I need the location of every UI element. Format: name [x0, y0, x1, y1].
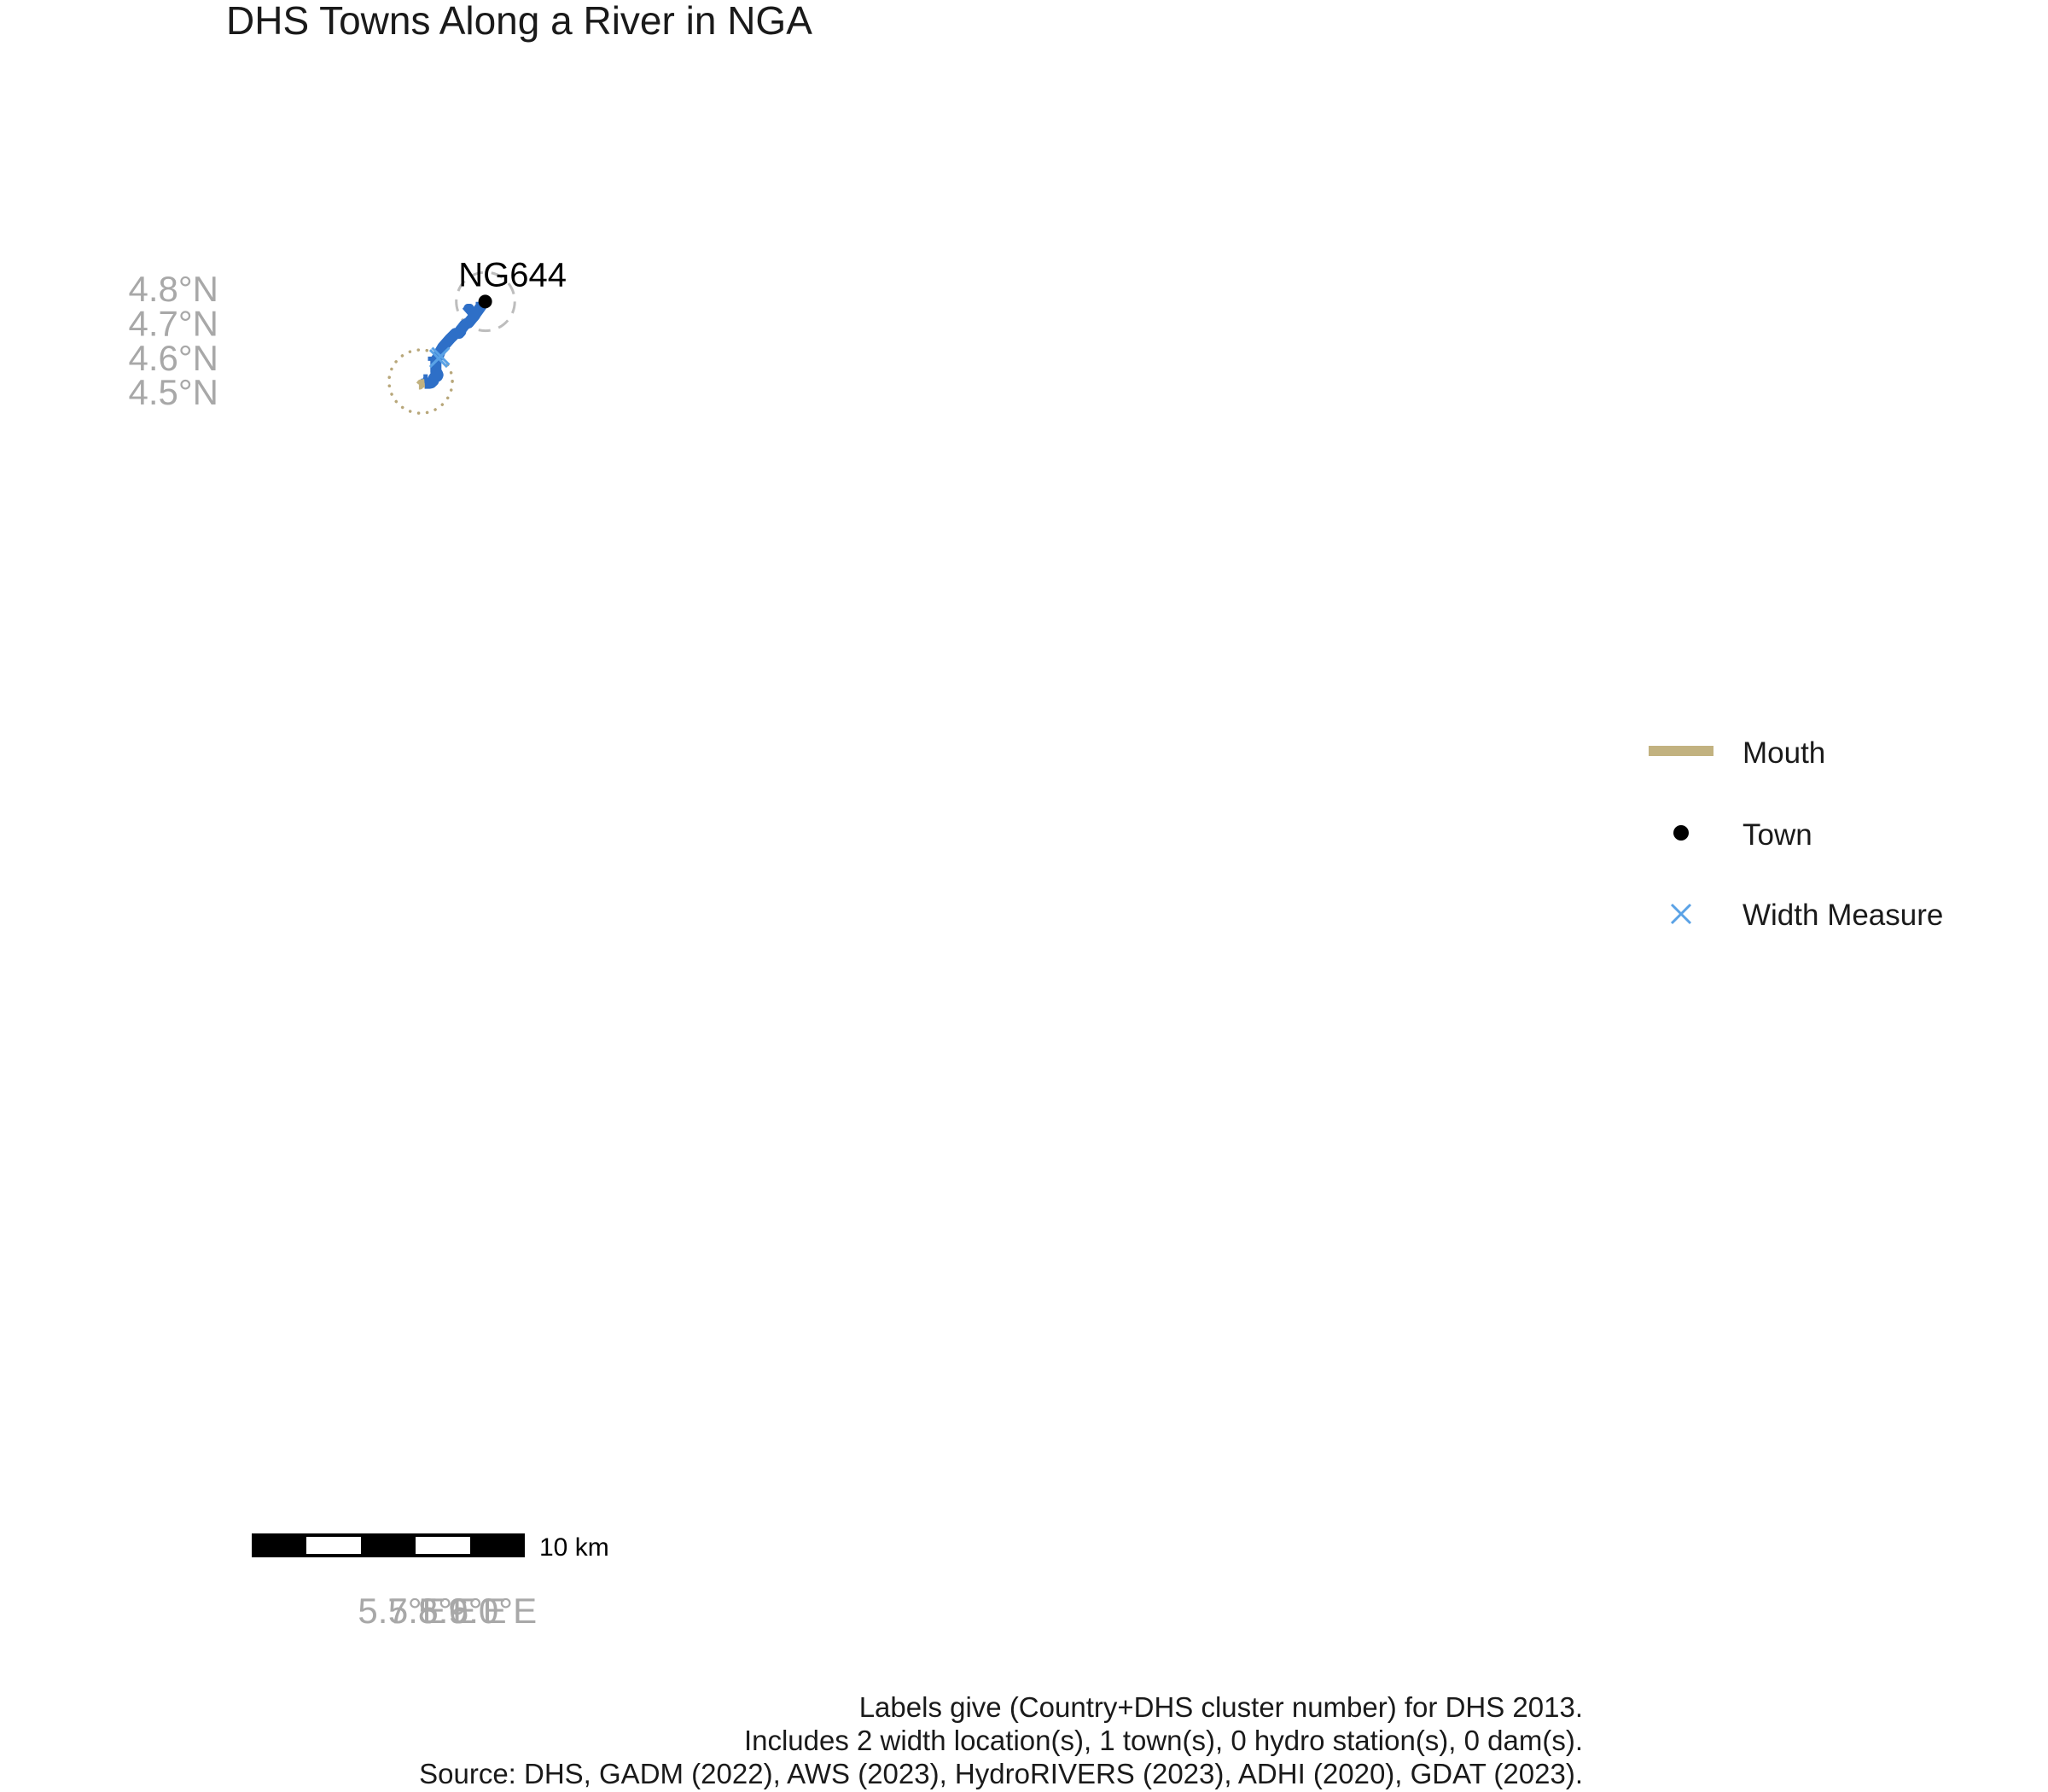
caption-line-2: Includes 2 width location(s), 1 town(s),…: [744, 1725, 1583, 1756]
legend: Mouth Town Width Measure: [1649, 736, 1943, 932]
scale-bar: 10 km: [252, 1533, 609, 1562]
river-main-channel: [424, 300, 487, 389]
legend-town-swatch: [1673, 825, 1689, 841]
caption-line-3: Source: DHS, GADM (2022), AWS (2023), Hy…: [419, 1758, 1583, 1789]
width-measure-marker: [431, 346, 451, 366]
x-tick-label: 6.0°E: [449, 1591, 537, 1631]
mouth-buffer-circle: [387, 348, 454, 415]
map-title: DHS Towns Along a River in NGA: [226, 0, 812, 43]
town-label: NG644: [458, 256, 567, 294]
x-tick-label: 5.9°E: [418, 1591, 506, 1631]
legend-width-label: Width Measure: [1743, 899, 1943, 932]
caption: Labels give (Country+DHS cluster number)…: [419, 1691, 1583, 1789]
town-markers: NG644: [458, 256, 567, 309]
x-tick-label: 5.8°E: [388, 1591, 476, 1631]
y-tick-label: 4.6°N: [128, 338, 218, 378]
y-tick-label: 4.7°N: [128, 303, 218, 343]
y-tick-label: 4.8°N: [128, 269, 218, 309]
scale-bar-segment: [306, 1537, 361, 1554]
buffer-circles: [387, 271, 516, 415]
x-tick-label: 5.7°E: [358, 1591, 445, 1631]
river-network: [421, 300, 487, 389]
y-tick-label: 4.5°N: [128, 372, 218, 412]
town-buffer-circle: [455, 271, 516, 333]
width-measure-markers: [428, 346, 451, 369]
scale-bar-segment: [416, 1537, 470, 1554]
river-mouth: [415, 379, 426, 390]
legend-town-label: Town: [1743, 818, 1812, 852]
scale-bar-frame: [252, 1533, 525, 1557]
caption-line-1: Labels give (Country+DHS cluster number)…: [859, 1691, 1583, 1723]
scale-bar-label: 10 km: [539, 1533, 609, 1562]
river-upper-branch: [462, 304, 479, 318]
axis-tick-labels: 5.7°E5.8°E5.9°E6.0°E 4.5°N4.6°N4.7°N4.8°N: [128, 269, 537, 1631]
legend-width-swatch: [1670, 903, 1692, 925]
legend-mouth-label: Mouth: [1743, 736, 1825, 770]
town-marker: [478, 294, 492, 309]
river-mouth-segment: [415, 379, 426, 390]
